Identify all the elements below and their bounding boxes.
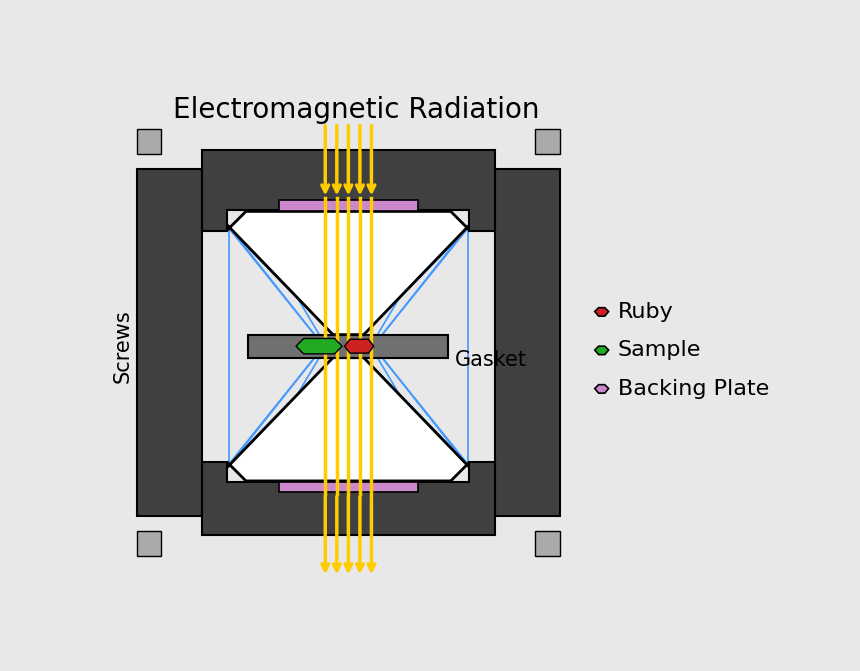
Text: Screws: Screws [113, 309, 132, 383]
Text: Electromagnetic Radiation: Electromagnetic Radiation [173, 96, 539, 123]
FancyBboxPatch shape [536, 531, 560, 556]
FancyBboxPatch shape [137, 129, 161, 154]
Polygon shape [229, 358, 468, 481]
FancyBboxPatch shape [137, 531, 161, 556]
FancyBboxPatch shape [536, 129, 560, 154]
Polygon shape [229, 211, 468, 335]
Polygon shape [345, 340, 374, 353]
FancyBboxPatch shape [279, 482, 418, 493]
Polygon shape [296, 338, 342, 354]
Text: Backing Plate: Backing Plate [617, 378, 769, 399]
Text: Sample: Sample [617, 340, 701, 360]
FancyBboxPatch shape [137, 169, 202, 515]
Text: Gasket: Gasket [455, 350, 526, 370]
Polygon shape [595, 384, 609, 393]
Polygon shape [202, 150, 494, 231]
Polygon shape [595, 308, 609, 316]
Polygon shape [595, 346, 609, 355]
FancyBboxPatch shape [279, 200, 418, 211]
FancyBboxPatch shape [249, 335, 448, 358]
Polygon shape [202, 462, 494, 535]
Text: Ruby: Ruby [617, 301, 673, 321]
FancyBboxPatch shape [494, 169, 560, 515]
